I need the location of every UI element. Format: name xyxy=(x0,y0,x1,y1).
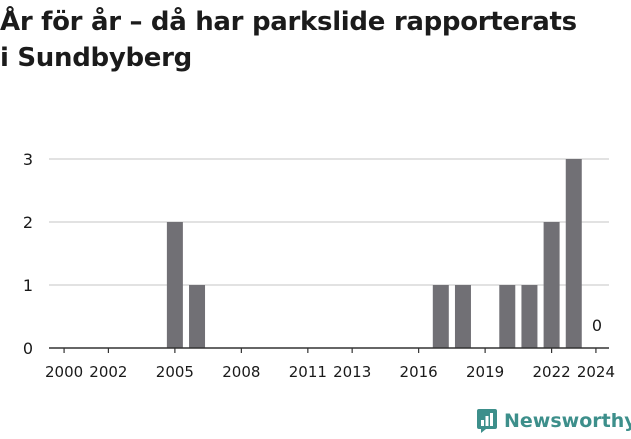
bar xyxy=(565,159,582,348)
x-tick-label: 2019 xyxy=(466,363,504,381)
x-tick-label: 2013 xyxy=(333,363,371,381)
bar xyxy=(432,285,449,348)
bar xyxy=(543,222,560,348)
y-tick-label: 0 xyxy=(23,339,33,358)
chart-title: År för år – då har parkslide rapporterat… xyxy=(0,4,631,76)
x-tick-label: 2005 xyxy=(156,363,194,381)
y-tick-label: 3 xyxy=(23,150,33,169)
bar-chart-badge-icon xyxy=(477,409,497,433)
y-tick-label: 1 xyxy=(23,276,33,295)
x-tick-label: 2002 xyxy=(89,363,127,381)
bar xyxy=(454,285,471,348)
x-tick-label: 2000 xyxy=(45,363,83,381)
bar xyxy=(499,285,516,348)
chart-title-line-1: År för år – då har parkslide rapporterat… xyxy=(0,7,577,37)
chart-title-line-2: i Sundbyberg xyxy=(0,43,192,73)
x-tick-label: 2011 xyxy=(289,363,327,381)
newsworthy-logo: Newsworthy xyxy=(476,408,631,434)
x-tick-label: 2022 xyxy=(533,363,571,381)
y-tick-label: 2 xyxy=(23,213,33,232)
bar xyxy=(166,222,183,348)
data-label: 0 xyxy=(592,316,602,335)
x-tick-label: 2008 xyxy=(222,363,260,381)
brand-name: Newsworthy xyxy=(504,410,631,432)
bar xyxy=(521,285,538,348)
x-tick-label: 2016 xyxy=(400,363,438,381)
bar xyxy=(189,285,206,348)
x-tick-label: 2024 xyxy=(577,363,615,381)
